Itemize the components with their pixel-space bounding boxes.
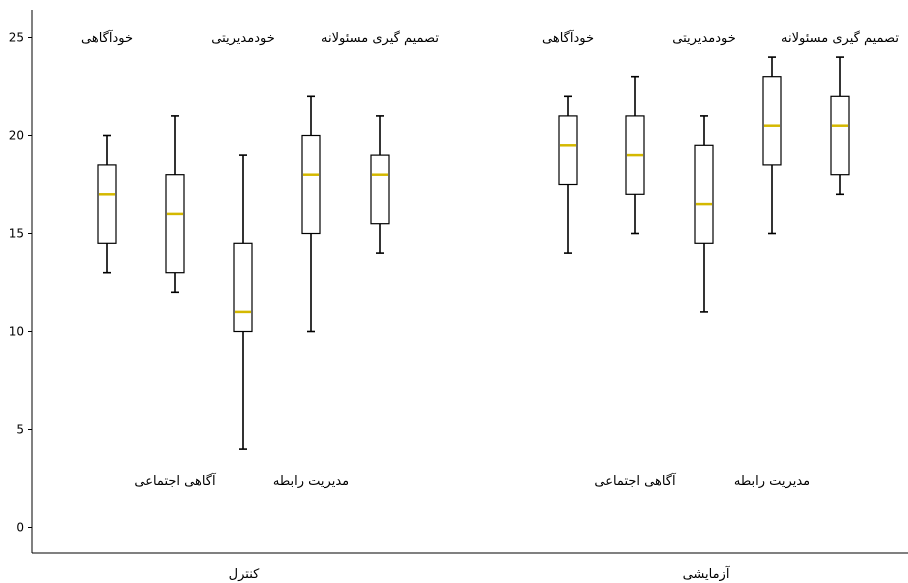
variable-label: خودآگاهی (542, 29, 594, 46)
box-1-1 (625, 75, 645, 235)
variable-label: خودمدیریتی (211, 31, 275, 46)
y-tick-label: 5 (16, 423, 24, 437)
box-iqr (97, 164, 117, 244)
y-tick-label: 20 (9, 129, 24, 143)
box-iqr (233, 242, 253, 333)
box-iqr (165, 174, 185, 274)
group-label: کنترل (229, 567, 260, 582)
box-iqr (558, 115, 578, 186)
box-0-1 (165, 115, 185, 294)
box-0-2 (233, 154, 253, 450)
box-iqr (762, 76, 782, 166)
box-0-0 (97, 134, 117, 274)
box-1-3 (762, 56, 782, 235)
variable-label: تصمیم گیری مسئولانه (781, 30, 899, 46)
box-1-0 (558, 95, 578, 254)
y-tick-label: 10 (9, 325, 24, 339)
box-iqr (301, 134, 321, 235)
variable-label: خودمدیریتی (672, 31, 736, 46)
box-1-4 (830, 56, 850, 196)
variable-label: مدیریت رابطه (734, 474, 810, 489)
boxes (97, 56, 850, 450)
variable-label: خودآگاهی (81, 29, 133, 46)
y-ticks: 0 5 10 15 20 25 (9, 31, 32, 535)
box-iqr (370, 154, 390, 225)
box-iqr (830, 95, 850, 176)
variable-labels: خودآگاهی آگاهی اجتماعی خودمدیریتی مدیریت را… (81, 29, 899, 489)
variable-label: آگاهی اجتماعی (594, 472, 677, 489)
variable-label: مدیریت رابطه (273, 474, 349, 489)
box-iqr (694, 144, 714, 244)
box-1-2 (694, 115, 714, 313)
group-label: آزمایشی (683, 565, 731, 582)
y-tick-label: 15 (9, 227, 24, 241)
box-0-4 (370, 115, 390, 254)
variable-label: آگاهی اجتماعی (134, 472, 217, 489)
group-labels: کنترل آزمایشی (229, 565, 731, 582)
y-tick-label: 25 (9, 31, 24, 45)
box-0-3 (301, 95, 321, 333)
variable-label: تصمیم گیری مسئولانه (321, 30, 439, 46)
y-tick-label: 0 (16, 521, 24, 535)
